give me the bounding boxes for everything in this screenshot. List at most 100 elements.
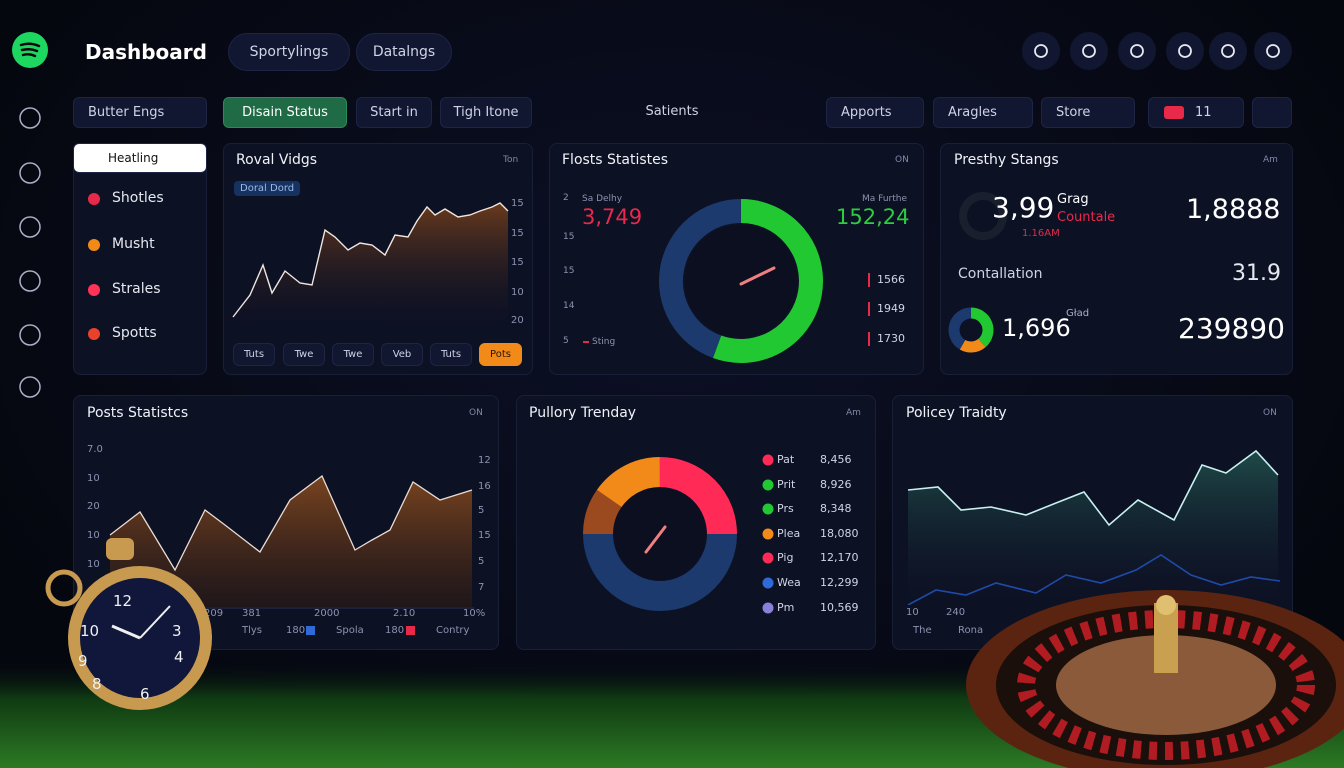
stat-value: 31.9: [1232, 261, 1281, 286]
legend-label: Sting: [592, 337, 616, 347]
shape: [1254, 32, 1292, 70]
shape: [1266, 44, 1280, 58]
shape: [109, 474, 473, 572]
stat-value: 152,24: [836, 205, 910, 229]
axis-label: 10: [87, 530, 100, 541]
menu-item[interactable]: Musht: [112, 236, 155, 252]
shape: [908, 451, 1278, 600]
axis-label: 7: [478, 582, 485, 593]
shape: [659, 457, 737, 535]
stat-label: Contallation: [958, 266, 1043, 282]
chart-tab[interactable]: Tuts: [430, 343, 472, 366]
shape: [762, 528, 774, 540]
axis-label: 15: [511, 228, 524, 239]
shape: [88, 328, 100, 340]
toolbar-label: Satients: [645, 104, 699, 119]
card-menu: ON: [469, 408, 483, 418]
shape: [907, 449, 1279, 527]
shape: [233, 203, 508, 325]
shape: [868, 273, 870, 287]
shape: [1130, 44, 1144, 58]
x-label: 381: [242, 608, 262, 619]
card-menu: Ton: [503, 155, 519, 165]
shape: [685, 225, 797, 337]
shape: [232, 202, 509, 318]
axis-label: 15: [563, 232, 575, 242]
shape: [959, 192, 1007, 240]
chart-tab[interactable]: Twe: [283, 343, 325, 366]
card-title: Posts Statistcs: [87, 405, 189, 421]
legend-name: Pig: [777, 551, 794, 565]
x-label: 10%: [463, 608, 486, 619]
x-label: 2000: [314, 608, 340, 619]
stat-label: Grag: [1057, 192, 1089, 207]
axis-label: 16: [478, 481, 491, 492]
search-box[interactable]: Heatling: [73, 143, 207, 173]
shape: [88, 284, 100, 296]
shape: [1221, 44, 1235, 58]
shape: [712, 199, 823, 363]
stat-label: Sa Delhy: [582, 194, 623, 204]
chart-tab[interactable]: Veb: [381, 343, 423, 366]
stopwatch: [45, 538, 212, 710]
list-marker: [868, 302, 870, 316]
toolbar-dropdown[interactable]: Aragles: [933, 97, 1033, 128]
filter-dropdown[interactable]: Butter Engs: [73, 97, 207, 128]
list-value: 1949: [877, 302, 905, 315]
card-title: Presthy Stangs: [954, 152, 1059, 168]
shape: [19, 42, 41, 58]
shape: [19, 107, 41, 129]
header-icon: [1166, 32, 1204, 70]
toolbar-button[interactable]: Tigh Itone: [440, 97, 532, 128]
time-label: 1.16AM: [1022, 228, 1060, 239]
shape: [583, 341, 589, 343]
toolbar-dropdown[interactable]: Store: [1041, 97, 1135, 128]
shape: [111, 624, 141, 640]
chart-tab[interactable]: Pots: [479, 343, 522, 366]
shape: [739, 266, 776, 286]
shape: [1166, 32, 1204, 70]
badge: Doral Dord: [234, 181, 301, 196]
toolbar-square[interactable]: [1252, 97, 1292, 128]
clock-numeral: 12: [113, 592, 133, 610]
shape: [762, 602, 774, 614]
clock-numeral: 4: [174, 648, 184, 666]
x-label: 2.10: [393, 608, 416, 619]
card-title: Pullory Trenday: [529, 405, 637, 421]
shape: [19, 270, 41, 292]
legend-dot: [762, 552, 774, 564]
shape: [1022, 32, 1060, 70]
status-button[interactable]: Disain Status: [223, 97, 347, 128]
list-marker: [868, 332, 870, 346]
nav-tab[interactable]: Datalngs: [356, 33, 452, 71]
shape: [907, 554, 1281, 605]
menu-item[interactable]: Spotts: [112, 325, 157, 341]
shape: [19, 162, 41, 184]
clock-numeral: 9: [78, 652, 88, 670]
menu-item[interactable]: Strales: [112, 281, 161, 297]
nav-tab[interactable]: Sportylings: [228, 33, 350, 71]
header-icon: [1070, 32, 1108, 70]
x-label: 10: [906, 607, 919, 618]
shape: [596, 457, 661, 508]
legend-item: 180: [286, 625, 306, 636]
sidebar-icon: [19, 162, 41, 184]
legend-dot: [762, 479, 774, 491]
chart-tab[interactable]: Twe: [332, 343, 374, 366]
toolbar-dropdown[interactable]: Apports: [826, 97, 924, 128]
legend-name: Plea: [777, 526, 801, 540]
shape: [1034, 44, 1048, 58]
card-menu: Am: [1263, 155, 1278, 165]
notification-icon: [1164, 106, 1184, 119]
card-menu: Am: [846, 408, 861, 418]
notification-count[interactable]: 11: [1148, 97, 1244, 128]
shape: [583, 533, 737, 611]
chart-tab[interactable]: Tuts: [233, 343, 275, 366]
axis-label: 20: [87, 501, 100, 512]
clock-numeral: 8: [92, 675, 102, 693]
card-menu: ON: [1263, 408, 1277, 418]
toolbar-button[interactable]: Start in: [356, 97, 432, 128]
legend-item: Spola: [336, 625, 364, 636]
menu-item[interactable]: Shotles: [112, 190, 164, 206]
